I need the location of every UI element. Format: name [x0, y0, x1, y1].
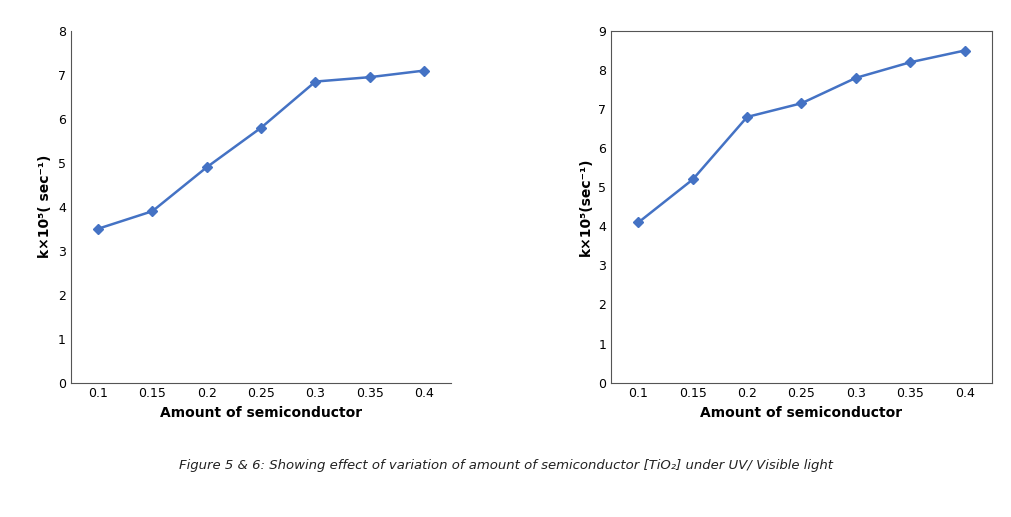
Y-axis label: k×10⁵( sec⁻¹): k×10⁵( sec⁻¹)	[38, 155, 53, 258]
Y-axis label: k×10⁵(sec⁻¹): k×10⁵(sec⁻¹)	[578, 158, 592, 256]
X-axis label: Amount of semiconductor: Amount of semiconductor	[700, 406, 902, 420]
Text: Figure 5 & 6: Showing effect of variation of amount of semiconductor [TiO₂] unde: Figure 5 & 6: Showing effect of variatio…	[179, 459, 832, 472]
X-axis label: Amount of semiconductor: Amount of semiconductor	[160, 406, 362, 420]
